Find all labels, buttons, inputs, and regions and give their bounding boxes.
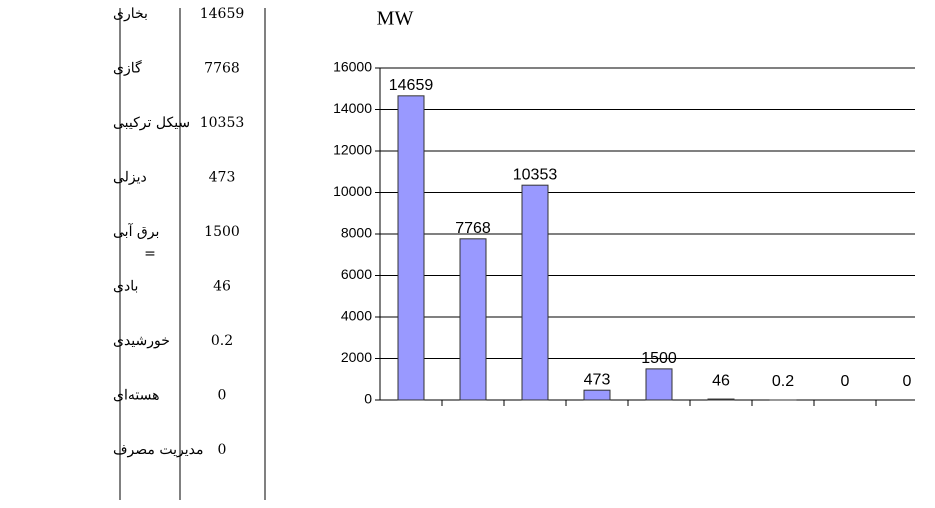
y-tick-label: 4000 bbox=[341, 308, 372, 324]
row-value: 0 bbox=[218, 442, 227, 458]
row-value: 0 bbox=[218, 388, 227, 404]
row-value: 473 bbox=[209, 170, 236, 186]
data-label: 1500 bbox=[641, 350, 677, 367]
data-label: 0 bbox=[841, 373, 850, 390]
row-value: 46 bbox=[213, 279, 231, 295]
data-label: 0.2 bbox=[772, 373, 794, 390]
y-tick-label: 16000 bbox=[333, 59, 372, 75]
row-name: هسته‌ای bbox=[113, 388, 159, 404]
data-label: 46 bbox=[712, 372, 730, 389]
row-name: گازی bbox=[113, 60, 142, 77]
bar bbox=[397, 95, 425, 401]
y-tick-label: 14000 bbox=[333, 100, 372, 116]
y-tick-label: 6000 bbox=[341, 266, 372, 282]
data-label: 0 bbox=[903, 373, 912, 390]
row-value: 14659 bbox=[200, 6, 245, 22]
bar bbox=[583, 389, 611, 401]
equals-sign: = bbox=[144, 246, 156, 262]
bar bbox=[459, 238, 487, 401]
row-name: خورشیدی bbox=[113, 333, 170, 349]
row-value: 10353 bbox=[200, 115, 245, 131]
y-tick-label: 2000 bbox=[341, 349, 372, 365]
chart-title: MW bbox=[377, 8, 414, 30]
row-value: 0.2 bbox=[211, 333, 233, 349]
data-label: 14659 bbox=[389, 77, 434, 94]
row-name: دیزلی bbox=[113, 170, 147, 186]
y-tick-label: 10000 bbox=[333, 183, 372, 199]
bar bbox=[707, 398, 735, 401]
row-name: بخاری bbox=[113, 6, 148, 22]
row-name: بادی bbox=[113, 279, 138, 295]
data-label: 7768 bbox=[455, 220, 491, 237]
row-name: سیکل ترکیبی bbox=[113, 115, 190, 131]
y-tick-label: 12000 bbox=[333, 142, 372, 158]
data-label: 473 bbox=[584, 371, 611, 388]
y-tick-label: 8000 bbox=[341, 225, 372, 241]
y-tick-label: 0 bbox=[364, 391, 372, 407]
row-value: 7768 bbox=[204, 61, 240, 77]
bar bbox=[645, 368, 673, 401]
row-name: برق آبی bbox=[113, 222, 159, 240]
bar bbox=[521, 184, 549, 401]
data-label: 10353 bbox=[513, 166, 558, 183]
row-value: 1500 bbox=[204, 224, 240, 240]
row-name: مدیریت مصرف bbox=[113, 442, 203, 458]
